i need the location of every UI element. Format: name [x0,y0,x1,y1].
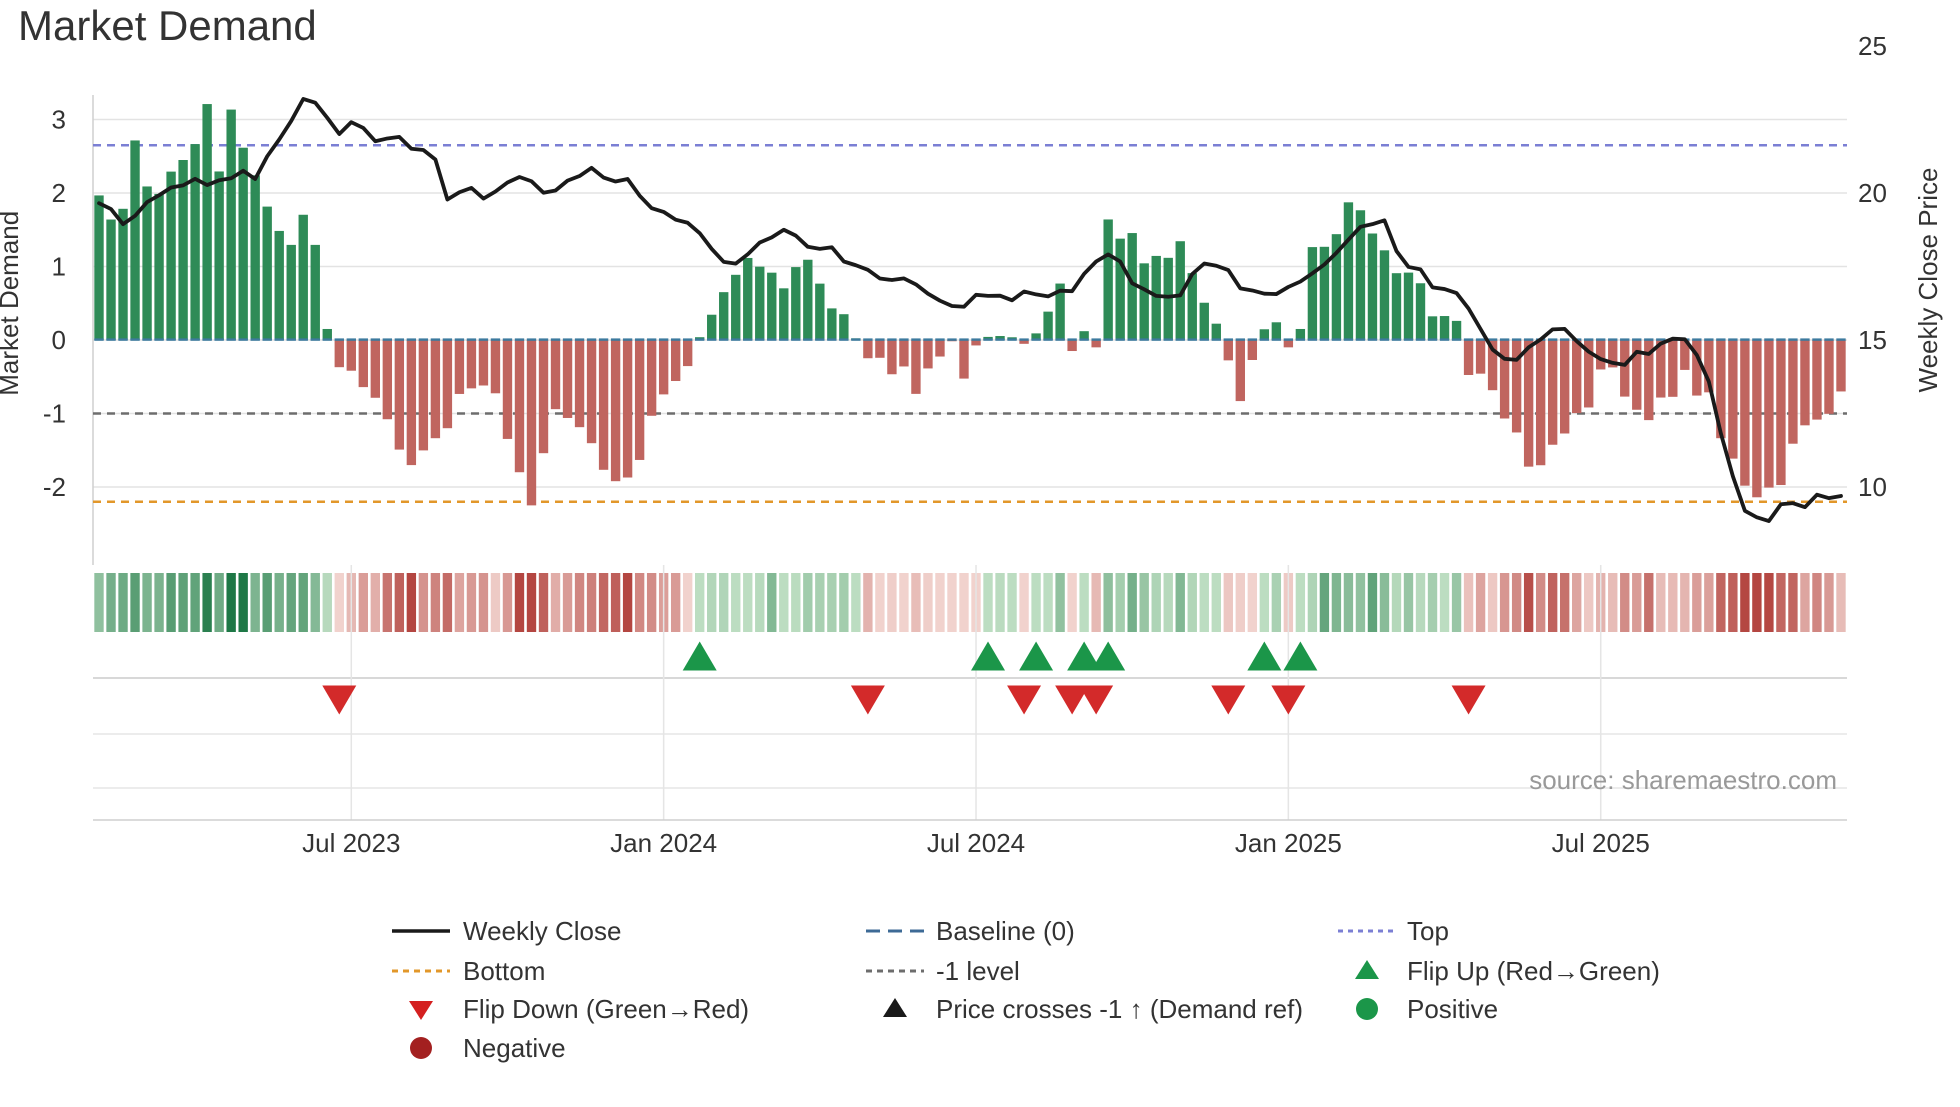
svg-text:1: 1 [52,252,66,282]
svg-text:Jul 2023: Jul 2023 [302,828,400,858]
svg-text:25: 25 [1858,31,1887,61]
svg-text:Jul 2025: Jul 2025 [1552,828,1650,858]
svg-text:Negative: Negative [463,1033,566,1063]
svg-text:Weekly Close Price: Weekly Close Price [1913,168,1943,393]
svg-text:-1 level: -1 level [936,956,1020,986]
svg-text:Flip Down (Green→Red): Flip Down (Green→Red) [463,994,749,1024]
svg-text:Price crosses -1 ↑ (Demand ref: Price crosses -1 ↑ (Demand ref) [936,994,1303,1024]
svg-text:-1: -1 [43,399,66,429]
svg-text:Baseline (0): Baseline (0) [936,916,1075,946]
svg-text:10: 10 [1858,472,1887,502]
svg-text:Top: Top [1407,916,1449,946]
svg-text:Jul 2024: Jul 2024 [927,828,1025,858]
svg-text:2: 2 [52,178,66,208]
svg-text:20: 20 [1858,178,1887,208]
svg-text:Bottom: Bottom [463,956,545,986]
svg-text:source: sharemaestro.com: source: sharemaestro.com [1529,765,1837,795]
svg-text:Positive: Positive [1407,994,1498,1024]
svg-text:Weekly Close: Weekly Close [463,916,621,946]
svg-text:0: 0 [52,325,66,355]
svg-text:Flip Up (Red→Green): Flip Up (Red→Green) [1407,956,1660,986]
svg-text:-2: -2 [43,472,66,502]
svg-text:3: 3 [52,105,66,135]
svg-text:Jan 2024: Jan 2024 [610,828,717,858]
svg-text:Market Demand: Market Demand [0,211,24,396]
svg-text:15: 15 [1858,325,1887,355]
svg-text:Jan 2025: Jan 2025 [1235,828,1342,858]
